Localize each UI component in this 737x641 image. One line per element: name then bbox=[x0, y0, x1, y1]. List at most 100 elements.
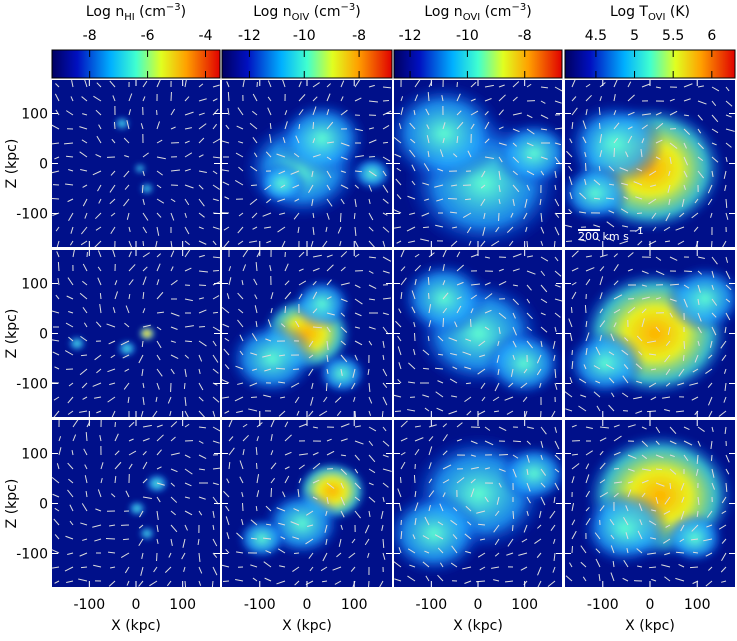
velocity-arrow bbox=[58, 262, 59, 271]
panel bbox=[221, 249, 392, 419]
gas-feature bbox=[117, 340, 137, 357]
velocity-arrow bbox=[355, 171, 362, 172]
x-axis-label: X (kpc) bbox=[111, 618, 161, 634]
colorbar bbox=[565, 50, 735, 78]
colorbar-tick-label: 5.5 bbox=[662, 28, 684, 44]
label-part: OVI bbox=[463, 12, 481, 23]
velocity-arrow bbox=[684, 341, 685, 349]
label-part: 200 bbox=[578, 230, 599, 243]
x-tick-label: 100 bbox=[169, 597, 196, 613]
velocity-arrow bbox=[423, 227, 429, 228]
gas-feature bbox=[139, 327, 155, 341]
velocity-arrow bbox=[354, 213, 355, 219]
gas-feature bbox=[134, 163, 146, 173]
x-tick-label: 0 bbox=[132, 597, 141, 613]
velocity-arrow bbox=[649, 567, 656, 568]
velocity-arrow bbox=[647, 411, 656, 412]
y-tick-label: 100 bbox=[21, 447, 48, 463]
y-tick-label: 0 bbox=[39, 327, 48, 343]
panel bbox=[565, 250, 737, 417]
gas-feature bbox=[499, 444, 569, 504]
velocity-arrow bbox=[414, 333, 415, 341]
panel bbox=[221, 419, 392, 590]
y-axis-label: Z (kpc) bbox=[4, 309, 20, 359]
velocity-arrow bbox=[443, 318, 444, 327]
gas-feature bbox=[565, 330, 645, 398]
gas-feature bbox=[665, 513, 725, 564]
velocity-arrow bbox=[81, 567, 87, 568]
velocity-arrow bbox=[585, 305, 586, 313]
colorbar-tick-label: 6 bbox=[707, 28, 716, 44]
velocity-arrow bbox=[270, 123, 271, 129]
label-part: (K) bbox=[665, 4, 690, 20]
colorbar-tick-label: -4 bbox=[199, 28, 213, 44]
y-tick-label: 100 bbox=[21, 107, 48, 123]
x-tick-label: 0 bbox=[646, 597, 655, 613]
y-axis-label: Z (kpc) bbox=[4, 139, 20, 189]
colorbar-tick-label: 5 bbox=[630, 28, 639, 44]
label-part: km s bbox=[599, 230, 629, 243]
velocity-arrow bbox=[513, 511, 514, 519]
gas-feature bbox=[128, 501, 146, 516]
y-tick-label: 100 bbox=[21, 277, 48, 293]
colorbar-tick-label: 4.5 bbox=[585, 28, 607, 44]
velocity-arrow bbox=[571, 307, 572, 313]
velocity-arrow bbox=[271, 488, 272, 497]
gas-feature bbox=[292, 278, 352, 329]
colorbar-tick-label: -12 bbox=[399, 28, 422, 44]
velocity-arrow bbox=[465, 199, 471, 200]
panel bbox=[50, 78, 222, 249]
label-part: ) bbox=[181, 4, 186, 20]
label-part: ) bbox=[526, 4, 531, 20]
velocity-arrow bbox=[340, 213, 341, 222]
gas-feature bbox=[277, 100, 367, 177]
x-axis-label: X (kpc) bbox=[625, 618, 675, 634]
label-part: ) bbox=[355, 4, 360, 20]
velocity-arrow bbox=[299, 124, 300, 129]
velocity-arrow bbox=[690, 567, 698, 568]
label-part: Log n bbox=[424, 4, 462, 20]
velocity-arrow bbox=[294, 553, 299, 554]
x-tick-label: 0 bbox=[303, 597, 312, 613]
velocity-arrow bbox=[684, 271, 692, 272]
velocity-arrow bbox=[313, 122, 314, 129]
colorbar-tick-label: -10 bbox=[456, 28, 479, 44]
panel-map bbox=[52, 250, 220, 417]
label-part: (cm bbox=[309, 4, 340, 20]
velocity-arrow bbox=[228, 92, 229, 101]
y-tick-label: -100 bbox=[16, 207, 48, 223]
gas-feature bbox=[580, 490, 670, 567]
velocity-arrow bbox=[683, 355, 684, 361]
x-tick-label: 100 bbox=[684, 597, 711, 613]
x-tick-label: -100 bbox=[244, 597, 276, 613]
label-part: Log n bbox=[253, 4, 291, 20]
colorbar-tick-label: -8 bbox=[83, 28, 97, 44]
colorbar-tick-label: -12 bbox=[238, 28, 261, 44]
panel bbox=[50, 248, 221, 420]
velocity-arrow bbox=[213, 270, 219, 271]
velocity-arrow bbox=[656, 469, 662, 470]
velocity-arrow bbox=[100, 293, 101, 299]
colorbar-tick-label: -8 bbox=[352, 28, 366, 44]
velocity-arrow bbox=[326, 383, 327, 391]
colorbar bbox=[394, 50, 562, 78]
label-part: OVI bbox=[648, 12, 666, 23]
velocity-arrow bbox=[693, 552, 698, 553]
velocity-arrow bbox=[414, 475, 415, 483]
label-part: −3 bbox=[166, 2, 181, 13]
velocity-arrow bbox=[448, 198, 457, 199]
velocity-arrow bbox=[676, 552, 684, 553]
y-tick-label: 0 bbox=[39, 497, 48, 513]
velocity-arrow bbox=[114, 122, 115, 129]
velocity-arrow bbox=[251, 397, 257, 398]
x-tick-label: -100 bbox=[73, 597, 105, 613]
colorbar-tick-label: -8 bbox=[518, 28, 532, 44]
label-part: (cm bbox=[480, 4, 511, 20]
label-part: HI bbox=[124, 12, 134, 23]
velocity-arrow bbox=[499, 454, 508, 455]
velocity-arrow bbox=[711, 455, 712, 461]
velocity-arrow bbox=[123, 539, 129, 540]
label-part: −3 bbox=[511, 2, 526, 13]
velocity-arrow bbox=[383, 100, 389, 101]
panel bbox=[51, 419, 221, 589]
